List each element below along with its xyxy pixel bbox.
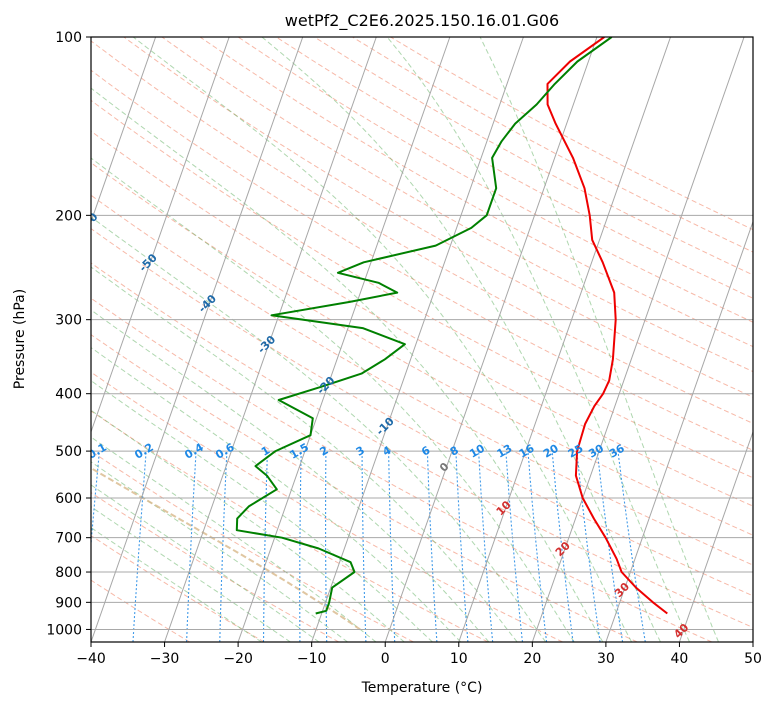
moist-adiabat <box>386 37 690 642</box>
grid-lines <box>91 37 753 642</box>
x-tick-label: 0 <box>381 651 390 667</box>
isotherm-line <box>531 37 745 642</box>
moist-adiabat <box>91 484 320 642</box>
x-tick-label: −30 <box>150 651 180 667</box>
dry-adiabat <box>237 37 753 323</box>
mixing-ratio-line <box>527 451 548 642</box>
y-tick-label: 300 <box>55 313 82 329</box>
isotherm-line <box>237 37 451 642</box>
isotherm-line <box>91 37 304 642</box>
isotherm-line <box>605 220 753 642</box>
x-tick-label: 30 <box>597 651 615 667</box>
isotherm-line <box>91 37 157 224</box>
dry-adiabat <box>91 371 563 642</box>
y-tick-label: 400 <box>55 387 82 403</box>
y-tick-label: 1000 <box>46 622 82 638</box>
mixing-ratio-line <box>596 451 624 642</box>
dry-adiabat <box>91 450 414 642</box>
moist-adiabat <box>261 37 661 642</box>
x-axis-title: Temperature (°C) <box>361 680 483 696</box>
x-tick-label: −20 <box>223 651 253 667</box>
isotherm-line <box>164 37 377 642</box>
y-tick-label: 900 <box>55 595 82 611</box>
moist-adiabat <box>91 461 348 642</box>
dry-adiabat <box>161 37 753 373</box>
mixing-ratio-line <box>617 451 646 642</box>
temperature-profile <box>546 37 668 615</box>
dry-adiabat <box>123 37 753 398</box>
dry-adiabat <box>91 227 753 597</box>
dry-adiabat <box>91 410 489 642</box>
chart-title: wetPf2_C2E6.2025.150.16.01.G06 <box>285 11 559 31</box>
y-tick-label: 800 <box>55 565 82 581</box>
x-tick-label: −10 <box>297 651 327 667</box>
x-tick-label: 20 <box>523 651 541 667</box>
isotherm-line <box>678 430 753 642</box>
y-axis-title: Pressure (hPa) <box>12 289 28 389</box>
y-tick-label: 500 <box>55 444 82 460</box>
dewpoint-profile <box>235 37 613 615</box>
moist-adiabat <box>91 216 547 642</box>
moist-adiabat <box>91 346 462 642</box>
x-tick-label: 40 <box>671 651 689 667</box>
x-tick-label: −40 <box>76 651 106 667</box>
x-axis: −40 −30 −20 −10 0 10 20 30 40 50 <box>76 642 762 667</box>
mixing-ratio-line <box>478 451 494 642</box>
y-tick-label: 700 <box>55 531 82 547</box>
mixing-ratio-line <box>505 451 524 642</box>
moist-adiabat <box>91 266 518 642</box>
y-tick-label: 200 <box>55 208 82 224</box>
dry-adiabat <box>91 534 265 642</box>
dry-adiabat <box>91 162 753 536</box>
moist-adiabat <box>132 37 633 642</box>
y-tick-label: 100 <box>55 30 82 46</box>
isotherm-label: -60 <box>77 210 100 233</box>
y-tick-label: 600 <box>55 491 82 507</box>
moist-adiabat <box>479 37 719 642</box>
dry-adiabat <box>91 130 753 507</box>
x-tick-label: 50 <box>744 651 762 667</box>
moist-adiabat <box>91 87 604 642</box>
y-axis: 100 200 300 400 500 600 700 800 900 1000 <box>46 30 91 638</box>
isotherm-line <box>91 37 230 434</box>
x-tick-label: 10 <box>450 651 468 667</box>
moist-adiabat <box>91 409 405 642</box>
isotherm-line <box>384 37 598 642</box>
special-curve <box>91 466 361 631</box>
plot-frame <box>90 36 754 643</box>
isotherm-line <box>311 37 524 642</box>
mixing-ratio-line <box>91 451 100 550</box>
moist-adiabat <box>91 157 575 642</box>
moist-adiabat <box>91 309 490 642</box>
isotherm-line <box>458 37 671 642</box>
dry-adiabat <box>199 37 753 348</box>
mixing-ratio-line <box>551 451 574 642</box>
profile-lines <box>235 37 668 615</box>
dry-adiabat <box>91 40 753 424</box>
dry-adiabat <box>91 262 753 629</box>
